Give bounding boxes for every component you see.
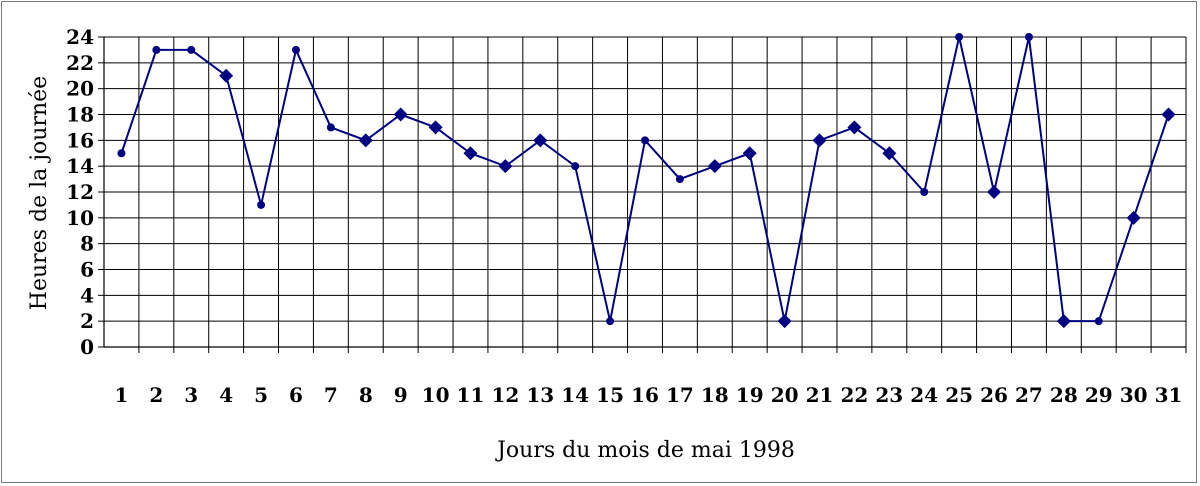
data-point-circle — [291, 45, 300, 54]
x-tick-label: 19 — [736, 383, 764, 407]
x-tick-label: 31 — [1155, 383, 1183, 407]
data-point-circle — [1024, 33, 1033, 41]
x-tick-label: 18 — [701, 383, 729, 407]
data-point-diamond — [882, 146, 897, 161]
grid-lines — [104, 36, 1187, 347]
data-point-diamond — [987, 185, 1002, 199]
data-point-circle — [955, 33, 964, 41]
x-tick-label: 28 — [1050, 383, 1078, 407]
x-tick-label: 2 — [149, 383, 163, 407]
x-tick-label: 8 — [359, 383, 373, 407]
y-tick-label: 24 — [66, 25, 94, 49]
x-tick-label: 13 — [526, 383, 554, 407]
data-point-diamond — [219, 68, 234, 83]
x-tick-label: 14 — [561, 383, 589, 407]
x-tick-label: 30 — [1120, 383, 1148, 407]
data-point-circle — [920, 188, 929, 196]
y-tick-label: 18 — [66, 103, 94, 127]
y-tick-label: 16 — [66, 128, 94, 152]
data-point-circle — [1094, 317, 1103, 326]
x-tick-label: 26 — [980, 383, 1008, 407]
y-tick-label: 0 — [80, 335, 94, 359]
data-point-circle — [606, 317, 615, 326]
data-point-diamond — [463, 146, 478, 161]
x-tick-label: 23 — [875, 383, 903, 407]
y-tick-label: 20 — [66, 77, 94, 101]
x-tick-label: 17 — [666, 383, 694, 407]
data-point-circle — [641, 136, 649, 145]
data-point-diamond — [358, 133, 373, 148]
x-tick-label: 29 — [1085, 383, 1113, 407]
data-markers — [117, 33, 1176, 329]
x-tick-label: 22 — [840, 383, 868, 407]
data-point-circle — [257, 200, 266, 209]
data-point-diamond — [847, 120, 862, 135]
x-tick-label: 3 — [184, 383, 198, 407]
data-point-diamond — [1126, 210, 1141, 225]
x-tick-label: 12 — [491, 383, 519, 407]
x-tick-label: 16 — [631, 383, 659, 407]
x-tick-label: 9 — [394, 383, 408, 407]
data-point-circle — [117, 149, 126, 158]
data-point-diamond — [777, 314, 792, 329]
x-tick-label: 20 — [771, 383, 799, 407]
x-tick-label: 10 — [422, 383, 450, 407]
data-point-diamond — [707, 159, 722, 174]
x-tick-label: 4 — [219, 383, 233, 407]
data-point-diamond — [1056, 314, 1071, 329]
x-tick-label: 1 — [114, 383, 128, 407]
y-tick-label: 4 — [80, 283, 94, 307]
y-tick-label: 12 — [66, 180, 94, 204]
data-point-diamond — [498, 159, 513, 174]
y-axis-title: Heures de la journée — [27, 76, 52, 310]
x-tick-label: 7 — [324, 383, 338, 407]
x-tick-label: 11 — [457, 383, 485, 407]
axes — [98, 36, 1187, 353]
data-point-circle — [326, 123, 335, 132]
x-tick-label: 25 — [945, 383, 973, 407]
data-point-diamond — [428, 120, 443, 135]
x-tick-label: 15 — [596, 383, 624, 407]
data-point-diamond — [742, 146, 757, 161]
x-tick-label: 27 — [1015, 383, 1043, 407]
y-tick-label: 6 — [80, 258, 94, 282]
data-point-circle — [571, 162, 580, 171]
x-tick-label: 21 — [806, 383, 834, 407]
data-point-circle — [152, 45, 161, 54]
y-tick-label: 8 — [80, 232, 94, 256]
x-tick-label: 5 — [254, 383, 268, 407]
y-tick-label: 2 — [80, 309, 94, 333]
data-point-diamond — [1161, 107, 1176, 122]
data-point-diamond — [812, 133, 827, 148]
x-axis-title: Jours du mois de mai 1998 — [495, 438, 795, 463]
data-point-circle — [187, 45, 196, 54]
data-point-diamond — [393, 107, 408, 122]
x-tick-label: 24 — [910, 383, 938, 407]
y-tick-label: 22 — [66, 51, 94, 75]
data-point-circle — [675, 175, 684, 184]
y-tick-label: 14 — [66, 154, 94, 178]
x-tick-label: 6 — [289, 383, 303, 407]
y-tick-label: 10 — [66, 206, 94, 230]
x-tick-labels: 1 2 3 4 5 6 7 8 9 10 11 12 13 14 15 16 17 18 19 20 21 22 23 24 2… — [114, 383, 1182, 407]
data-point-diamond — [533, 133, 548, 148]
